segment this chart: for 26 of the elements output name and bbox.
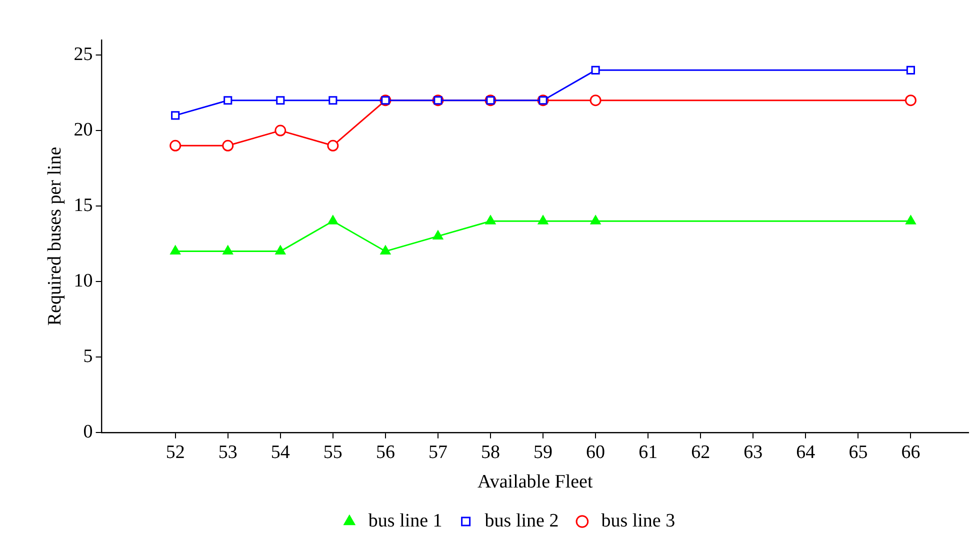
x-tick-label: 62	[691, 442, 710, 463]
legend-label: bus line 3	[601, 510, 676, 532]
legend-label: bus line 2	[484, 510, 559, 532]
y-axis-title: Required buses per line	[44, 146, 66, 326]
y-tick-label: 0	[83, 421, 93, 442]
x-tick-label: 58	[481, 442, 500, 463]
x-tick-label: 55	[323, 442, 342, 463]
x-tick-label: 64	[796, 442, 816, 463]
x-tick-label: 57	[428, 442, 448, 463]
y-tick-label: 5	[83, 346, 93, 367]
y-tick-label: 25	[74, 44, 93, 66]
y-tick-label: 20	[74, 120, 93, 141]
x-tick-label: 66	[901, 442, 920, 463]
x-tick-label: 52	[166, 442, 185, 463]
y-tick-label: 10	[74, 270, 93, 292]
x-tick-label: 60	[586, 442, 606, 463]
x-tick-label: 54	[270, 442, 290, 463]
x-tick-label: 65	[848, 442, 868, 463]
x-tick-label: 53	[218, 442, 238, 463]
x-tick-label: 59	[534, 442, 553, 463]
x-tick-label: 61	[638, 442, 658, 463]
x-axis-title: Available Fleet	[478, 472, 594, 493]
x-tick-label: 63	[744, 442, 763, 463]
legend-label: bus line 1	[368, 510, 442, 532]
y-tick-label: 15	[74, 195, 93, 216]
x-tick-label: 56	[376, 442, 395, 463]
